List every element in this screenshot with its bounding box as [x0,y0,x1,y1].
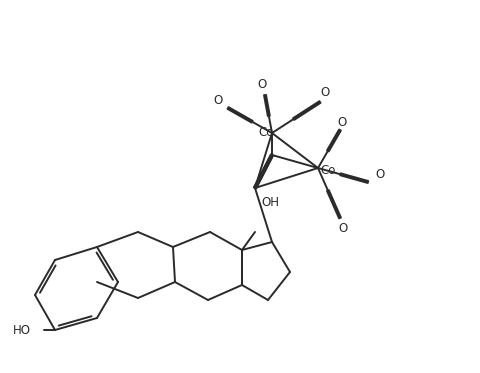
Text: O: O [320,85,330,98]
Text: Co: Co [320,163,336,176]
Text: O: O [337,116,347,129]
Text: OH: OH [261,197,279,210]
Text: O: O [375,167,384,181]
Text: Co: Co [258,126,274,140]
Text: O: O [214,94,223,107]
Text: O: O [338,222,348,235]
Text: O: O [257,78,266,91]
Text: HO: HO [13,323,31,336]
